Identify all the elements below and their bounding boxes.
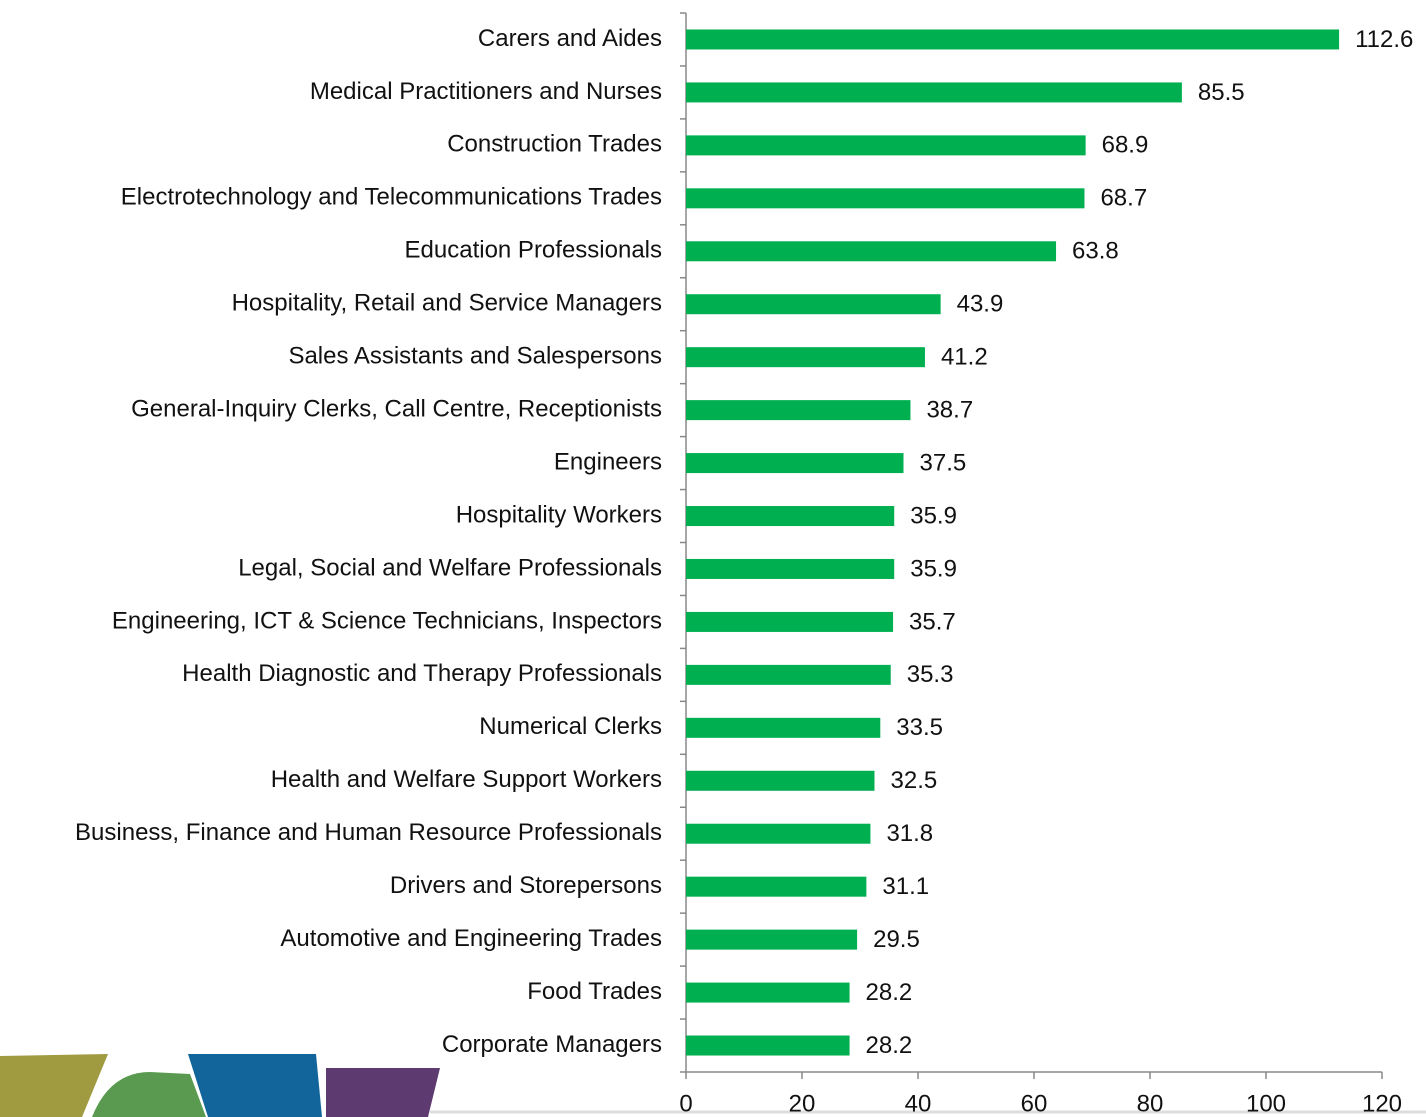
bar <box>686 982 850 1003</box>
value-label: 35.3 <box>907 661 954 688</box>
category-label: Food Trades <box>527 978 662 1005</box>
category-label: Health and Welfare Support Workers <box>271 766 662 793</box>
value-label: 85.5 <box>1198 79 1245 106</box>
bar <box>686 29 1340 50</box>
value-label: 31.8 <box>886 820 933 847</box>
bar <box>686 135 1086 156</box>
value-label: 41.2 <box>941 344 988 371</box>
category-label: Education Professionals <box>405 237 662 264</box>
bar <box>686 241 1057 262</box>
category-label: Corporate Managers <box>442 1031 662 1058</box>
category-label: General-Inquiry Clerks, Call Centre, Rec… <box>131 395 662 422</box>
category-label: Medical Practitioners and Nurses <box>310 78 662 105</box>
value-label: 32.5 <box>891 767 938 794</box>
value-label: 68.7 <box>1100 185 1147 212</box>
value-label: 35.9 <box>910 555 957 582</box>
category-label: Hospitality, Retail and Service Managers <box>232 290 662 317</box>
bar <box>686 876 867 897</box>
category-label: Engineering, ICT & Science Technicians, … <box>112 607 662 634</box>
category-label: Legal, Social and Welfare Professionals <box>238 554 662 581</box>
category-label: Business, Finance and Human Resource Pro… <box>75 819 662 846</box>
bar <box>686 1035 850 1056</box>
x-tick-label: 0 <box>679 1090 692 1117</box>
bar <box>686 82 1182 103</box>
category-label: Numerical Clerks <box>479 713 662 740</box>
value-label: 31.1 <box>882 873 929 900</box>
bar <box>686 611 894 632</box>
value-label: 28.2 <box>866 979 913 1006</box>
value-label: 29.5 <box>873 926 920 953</box>
x-tick-label: 80 <box>1137 1090 1164 1117</box>
x-tick-label: 60 <box>1021 1090 1048 1117</box>
category-label: Construction Trades <box>447 131 662 158</box>
category-label: Engineers <box>554 448 662 475</box>
category-label: Hospitality Workers <box>456 501 662 528</box>
x-tick-label: 100 <box>1246 1090 1286 1117</box>
value-label: 35.7 <box>909 608 956 635</box>
category-label: Automotive and Engineering Trades <box>280 925 662 952</box>
category-label: Sales Assistants and Salespersons <box>288 343 662 370</box>
bar <box>686 770 875 791</box>
bar <box>686 664 891 685</box>
value-label: 33.5 <box>896 714 943 741</box>
x-tick-label: 20 <box>789 1090 816 1117</box>
bar <box>686 400 911 421</box>
value-label: 37.5 <box>920 449 967 476</box>
category-label: Drivers and Storepersons <box>390 872 662 899</box>
bar <box>686 347 925 368</box>
category-label: Carers and Aides <box>478 25 662 52</box>
bar <box>686 717 881 738</box>
bar <box>686 506 895 527</box>
category-label: Electrotechnology and Telecommunications… <box>121 184 662 211</box>
x-tick-label: 40 <box>905 1090 932 1117</box>
value-label: 112.6 <box>1355 26 1413 53</box>
value-label: 68.9 <box>1102 132 1149 159</box>
value-label: 38.7 <box>926 396 973 423</box>
value-label: 43.9 <box>957 291 1004 318</box>
value-label: 28.2 <box>866 1032 913 1059</box>
bar <box>686 453 904 474</box>
x-tick-label: 120 <box>1362 1090 1402 1117</box>
bar <box>686 558 895 579</box>
bar <box>686 294 941 315</box>
logo-decoration <box>0 1054 1426 1117</box>
bar <box>686 929 858 950</box>
value-label: 35.9 <box>910 502 957 529</box>
bar <box>686 188 1085 209</box>
category-label: Health Diagnostic and Therapy Profession… <box>182 660 662 687</box>
value-label: 63.8 <box>1072 238 1119 265</box>
bar <box>686 823 871 844</box>
